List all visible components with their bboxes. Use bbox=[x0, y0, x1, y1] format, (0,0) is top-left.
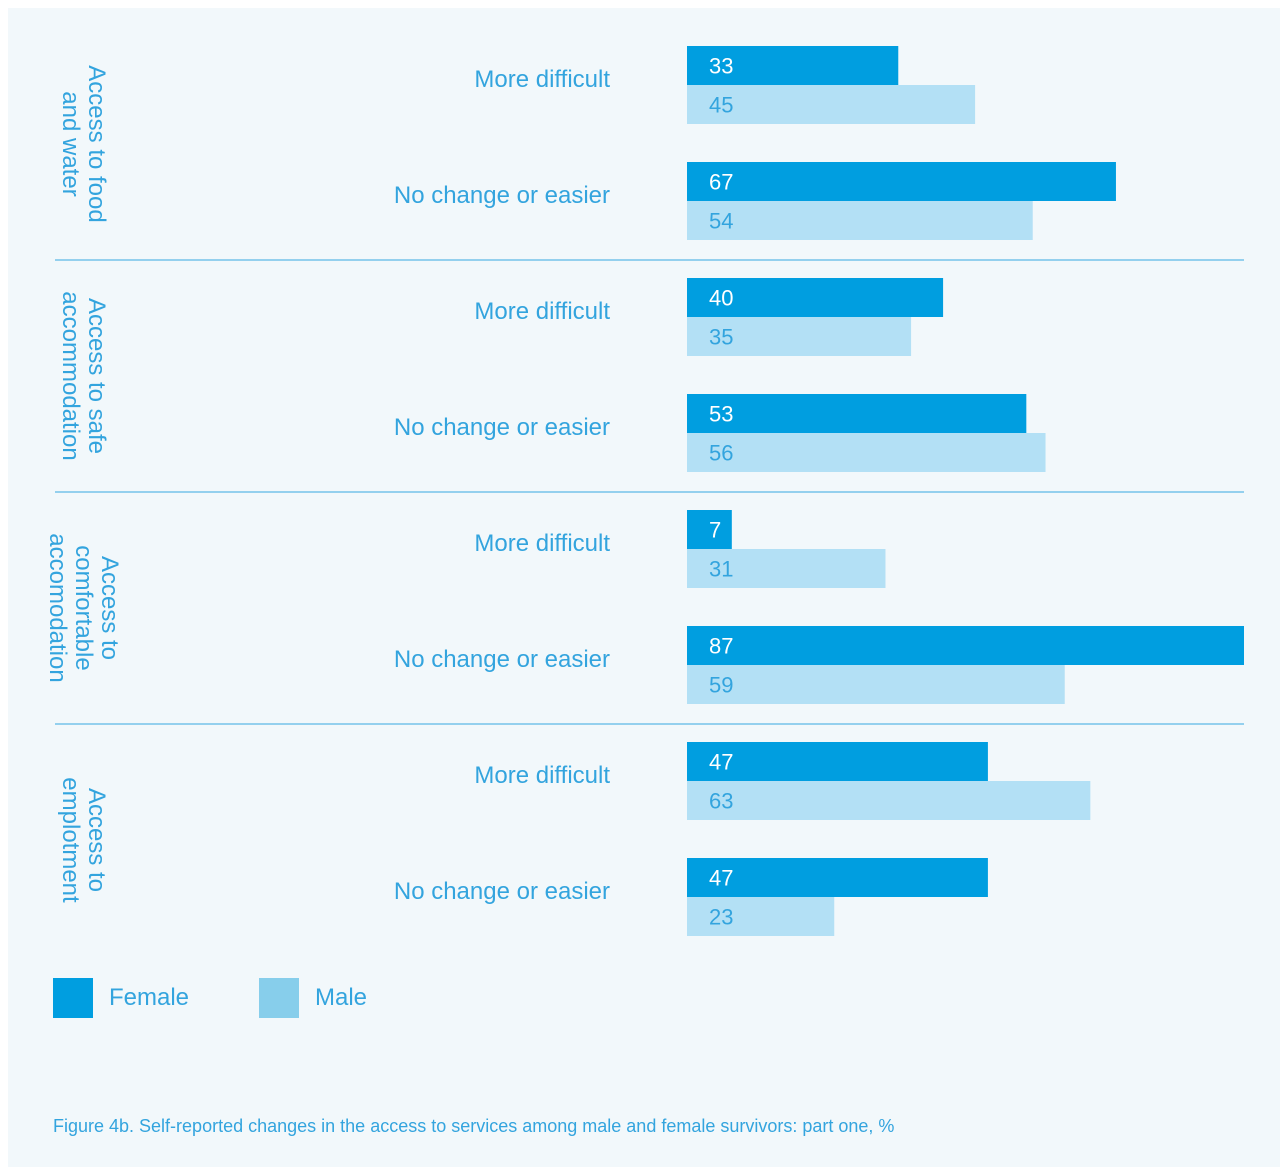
group-label: Access to food and water bbox=[57, 65, 110, 223]
male-bar bbox=[687, 433, 1046, 472]
legend-male: Male bbox=[259, 978, 367, 1018]
female-value-label: 53 bbox=[709, 402, 733, 427]
male-bar bbox=[687, 549, 886, 588]
male-value-label: 56 bbox=[709, 441, 733, 466]
row-label: No change or easier bbox=[393, 646, 610, 673]
female-bar bbox=[687, 510, 732, 549]
male-bar bbox=[687, 317, 912, 356]
group-label: Access to safe accommodation bbox=[57, 291, 110, 461]
male-bar bbox=[687, 897, 835, 936]
female-value-label: 40 bbox=[709, 286, 733, 311]
male-value-label: 54 bbox=[709, 209, 733, 234]
female-value-label: 47 bbox=[709, 866, 733, 891]
male-value-label: 63 bbox=[709, 789, 733, 814]
row-label: No change or easier bbox=[393, 182, 610, 209]
male-bar bbox=[687, 781, 1091, 820]
figure-caption: Figure 4b. Self-reported changes in the … bbox=[53, 1116, 895, 1136]
row-label: More difficult bbox=[474, 530, 610, 557]
row-label: More difficult bbox=[474, 66, 610, 93]
female-value-label: 47 bbox=[709, 750, 733, 775]
male-value-label: 23 bbox=[709, 905, 733, 930]
group-label: Access to comfortable accomodation bbox=[44, 533, 123, 683]
female-bar bbox=[687, 278, 944, 317]
female-value-label: 87 bbox=[709, 634, 733, 659]
group-label: Access to emplotment bbox=[57, 777, 110, 903]
male-value-label: 45 bbox=[709, 93, 733, 118]
female-value-label: 67 bbox=[709, 170, 733, 195]
male-value-label: 35 bbox=[709, 325, 733, 350]
female-bar bbox=[687, 162, 1116, 201]
row-label: No change or easier bbox=[393, 414, 610, 441]
female-value-label: 33 bbox=[709, 54, 733, 79]
legend-female-swatch bbox=[53, 978, 93, 1018]
row-label: More difficult bbox=[474, 762, 610, 789]
male-value-label: 31 bbox=[709, 557, 733, 582]
legend-male-label: Male bbox=[315, 984, 368, 1011]
male-bar bbox=[687, 85, 976, 124]
legend-male-swatch bbox=[259, 978, 299, 1018]
legend-female: Female bbox=[53, 978, 189, 1018]
figure-panel: 33 45 67 54 40 35 53 56 7 31 87 59 47 63 47 23 Access t… bbox=[8, 8, 1280, 1167]
legend-female-label: Female bbox=[109, 984, 190, 1011]
male-bar bbox=[687, 201, 1033, 240]
female-bar bbox=[687, 858, 988, 897]
female-value-label: 7 bbox=[709, 518, 721, 543]
row-label: More difficult bbox=[474, 298, 610, 325]
male-value-label: 59 bbox=[709, 673, 733, 698]
female-bar bbox=[687, 394, 1027, 433]
male-bar bbox=[687, 665, 1065, 704]
row-label: No change or easier bbox=[393, 878, 610, 905]
bar-chart: 33 45 67 54 40 35 53 56 7 31 87 59 47 63 47 23 bbox=[55, 46, 1244, 936]
female-bar bbox=[687, 626, 1244, 665]
female-bar bbox=[687, 742, 988, 781]
female-bar bbox=[687, 46, 899, 85]
